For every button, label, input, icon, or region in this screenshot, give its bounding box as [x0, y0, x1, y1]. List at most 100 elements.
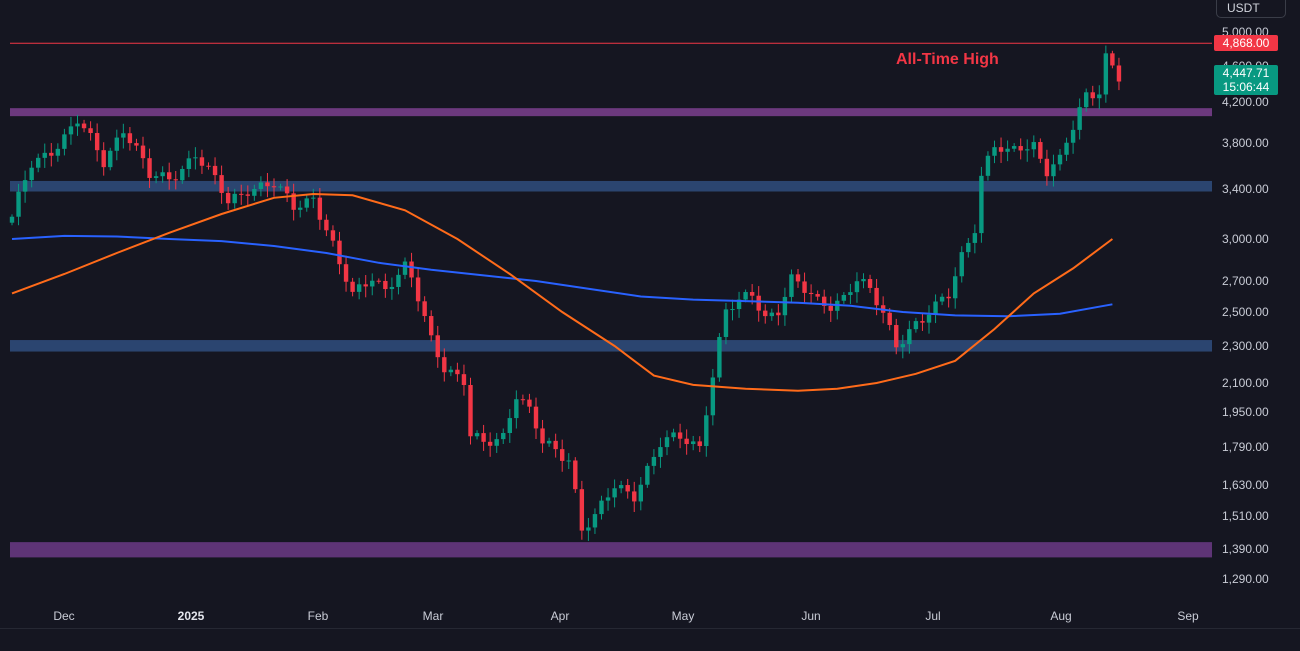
candle-body [704, 415, 709, 447]
price-axis-label: 1,390.00 [1222, 542, 1269, 556]
candle-body [1097, 94, 1102, 99]
candle-body [684, 438, 689, 445]
price-axis-label: 4,200.00 [1222, 95, 1269, 109]
candle-body [429, 316, 434, 336]
candle-body [1044, 158, 1050, 177]
candle-body [540, 428, 545, 444]
candle-body [730, 309, 735, 311]
candle-body [861, 279, 866, 282]
time-axis-label: Sep [1177, 609, 1199, 623]
candle-body [1116, 65, 1122, 82]
candle-body [795, 274, 801, 282]
candle-body [1057, 154, 1063, 165]
time-axis-label: Jun [801, 609, 821, 623]
candle-body [22, 180, 28, 192]
candle-body [49, 152, 54, 156]
candle-body [468, 385, 473, 437]
zone-band-4 [10, 542, 1212, 558]
candle-body [271, 186, 277, 188]
candle-body [245, 194, 250, 196]
candle-body [180, 168, 185, 181]
candle-body [625, 485, 630, 492]
currency-selector[interactable]: USDT [1216, 0, 1286, 18]
candle-body [317, 197, 323, 220]
candle-body [481, 433, 486, 442]
candle-body [494, 439, 499, 446]
candle-body [153, 176, 159, 178]
candle-body [147, 158, 152, 178]
candle-body [985, 155, 991, 176]
candle-body [199, 157, 205, 166]
candle-body [553, 440, 558, 450]
candle-body [756, 295, 761, 311]
candle-body [867, 279, 873, 288]
candle-body [651, 456, 657, 466]
candle-body [383, 280, 388, 290]
candle-body [16, 191, 21, 217]
candle-body [9, 216, 15, 223]
candle-body [776, 312, 781, 316]
candle-body [769, 312, 774, 317]
candle-body [62, 134, 67, 149]
candle-body [566, 460, 571, 462]
candle-body [874, 287, 879, 306]
price-axis-label: 2,700.00 [1222, 274, 1269, 288]
candle-body [422, 301, 427, 317]
candle-body [900, 344, 905, 348]
candle-body [298, 207, 303, 210]
candle-body [284, 186, 290, 194]
candle-body [998, 147, 1004, 152]
candle-body [966, 242, 971, 253]
zone-band-1 [10, 108, 1212, 117]
candle-body [697, 441, 702, 447]
candle-body [887, 312, 892, 326]
candle-body [121, 133, 126, 138]
price-axis-label: 2,300.00 [1222, 339, 1269, 353]
candle-body [736, 299, 742, 310]
candle-body [586, 527, 591, 531]
candle-body [324, 219, 329, 231]
all-time-high-annotation: All-Time High [896, 51, 999, 68]
candle-body [972, 233, 978, 243]
candle-body [311, 197, 316, 199]
candle-body [1011, 146, 1017, 149]
candle-body [291, 193, 296, 210]
candle-body [723, 309, 729, 337]
price-axis-label: 3,800.00 [1222, 136, 1269, 150]
candle-body [841, 294, 847, 301]
candle-body [710, 377, 716, 416]
candle-body [206, 165, 211, 167]
last-price-badge: 4,447.71 15:06:44 [1214, 64, 1278, 95]
candle-body [68, 126, 74, 135]
candle-body [560, 449, 565, 461]
candle-body [638, 484, 643, 502]
price-axis-label: 1,950.00 [1222, 405, 1269, 419]
candle-body [953, 276, 958, 299]
candle-body [42, 152, 47, 158]
candle-body [507, 418, 512, 433]
candle-body [749, 292, 755, 296]
candle-body [435, 335, 440, 358]
candle-body [612, 488, 617, 498]
candle-body [763, 310, 768, 317]
candle-body [546, 440, 552, 444]
candlestick-series [9, 45, 1122, 541]
candle-body [127, 133, 133, 144]
candle-body [1084, 92, 1089, 108]
candle-body [1103, 53, 1109, 95]
candle-body [415, 277, 421, 302]
footer-bar [0, 628, 1300, 651]
time-axis-label: 2025 [177, 609, 205, 623]
candle-body [1110, 53, 1115, 66]
candle-body [1077, 107, 1082, 130]
candle-body [717, 336, 722, 378]
candle-body [1070, 129, 1076, 143]
candle-body [894, 325, 899, 348]
candle-body [330, 230, 336, 241]
candle-body [75, 123, 80, 127]
candle-body [1090, 92, 1095, 99]
time-axis-label: May [671, 609, 695, 623]
candle-body [1031, 142, 1036, 150]
